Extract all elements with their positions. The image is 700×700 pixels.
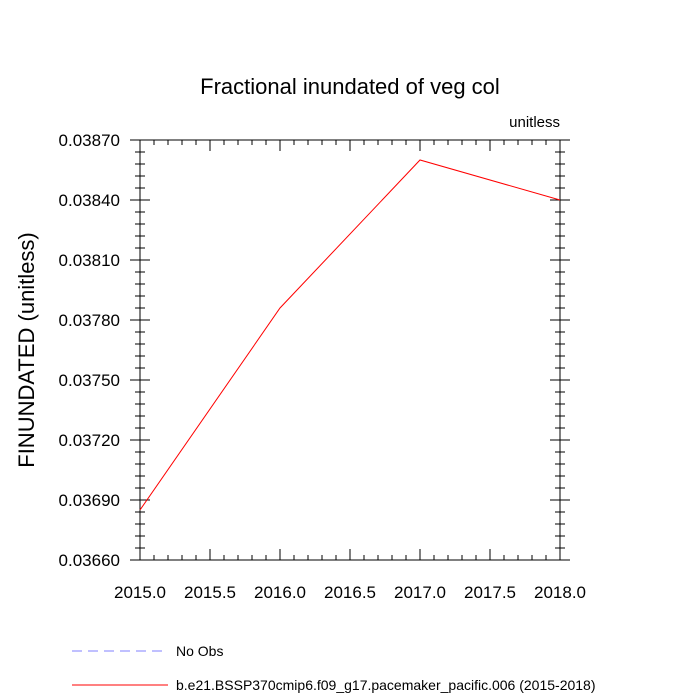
plot-frame xyxy=(139,139,561,561)
y-tick-label: 0.03660 xyxy=(59,551,120,570)
x-tick-label: 2017.5 xyxy=(464,583,516,602)
y-tick-label: 0.03870 xyxy=(59,131,120,150)
y-tick-labels: 0.03660 0.03690 0.03720 0.03750 0.03780 0.038… xyxy=(59,131,120,570)
series-line-0 xyxy=(139,159,561,511)
x-tick-label: 2015.0 xyxy=(114,583,166,602)
chart-title: Fractional inundated of veg col xyxy=(200,74,500,99)
y-tick-label: 0.03690 xyxy=(59,491,120,510)
legend-label-model-run: b.e21.BSSP370cmip6.f09_g17.pacemaker_pac… xyxy=(176,677,596,693)
y-axis-label: FINUNDATED (unitless) xyxy=(14,232,39,468)
y-tick-label: 0.03840 xyxy=(59,191,120,210)
x-tick-label: 2017.0 xyxy=(394,583,446,602)
y-tick-label: 0.03750 xyxy=(59,371,120,390)
legend: No Obs b.e21.BSSP370cmip6.f09_g17.pacema… xyxy=(72,643,596,693)
x-tick-label: 2015.5 xyxy=(184,583,236,602)
series-group xyxy=(139,159,561,511)
y-tick-label: 0.03780 xyxy=(59,311,120,330)
legend-label-no-obs: No Obs xyxy=(176,643,223,659)
y-tick-label: 0.03720 xyxy=(59,431,120,450)
axis-ticks xyxy=(130,139,570,561)
y-tick-label: 0.03810 xyxy=(59,251,120,270)
x-tick-labels: 2015.0 2015.5 2016.0 2016.5 2017.0 2017.5 2018… xyxy=(114,583,586,602)
units-label: unitless xyxy=(509,114,560,131)
x-tick-label: 2016.5 xyxy=(324,583,376,602)
x-tick-label: 2018.0 xyxy=(534,583,586,602)
x-tick-label: 2016.0 xyxy=(254,583,306,602)
